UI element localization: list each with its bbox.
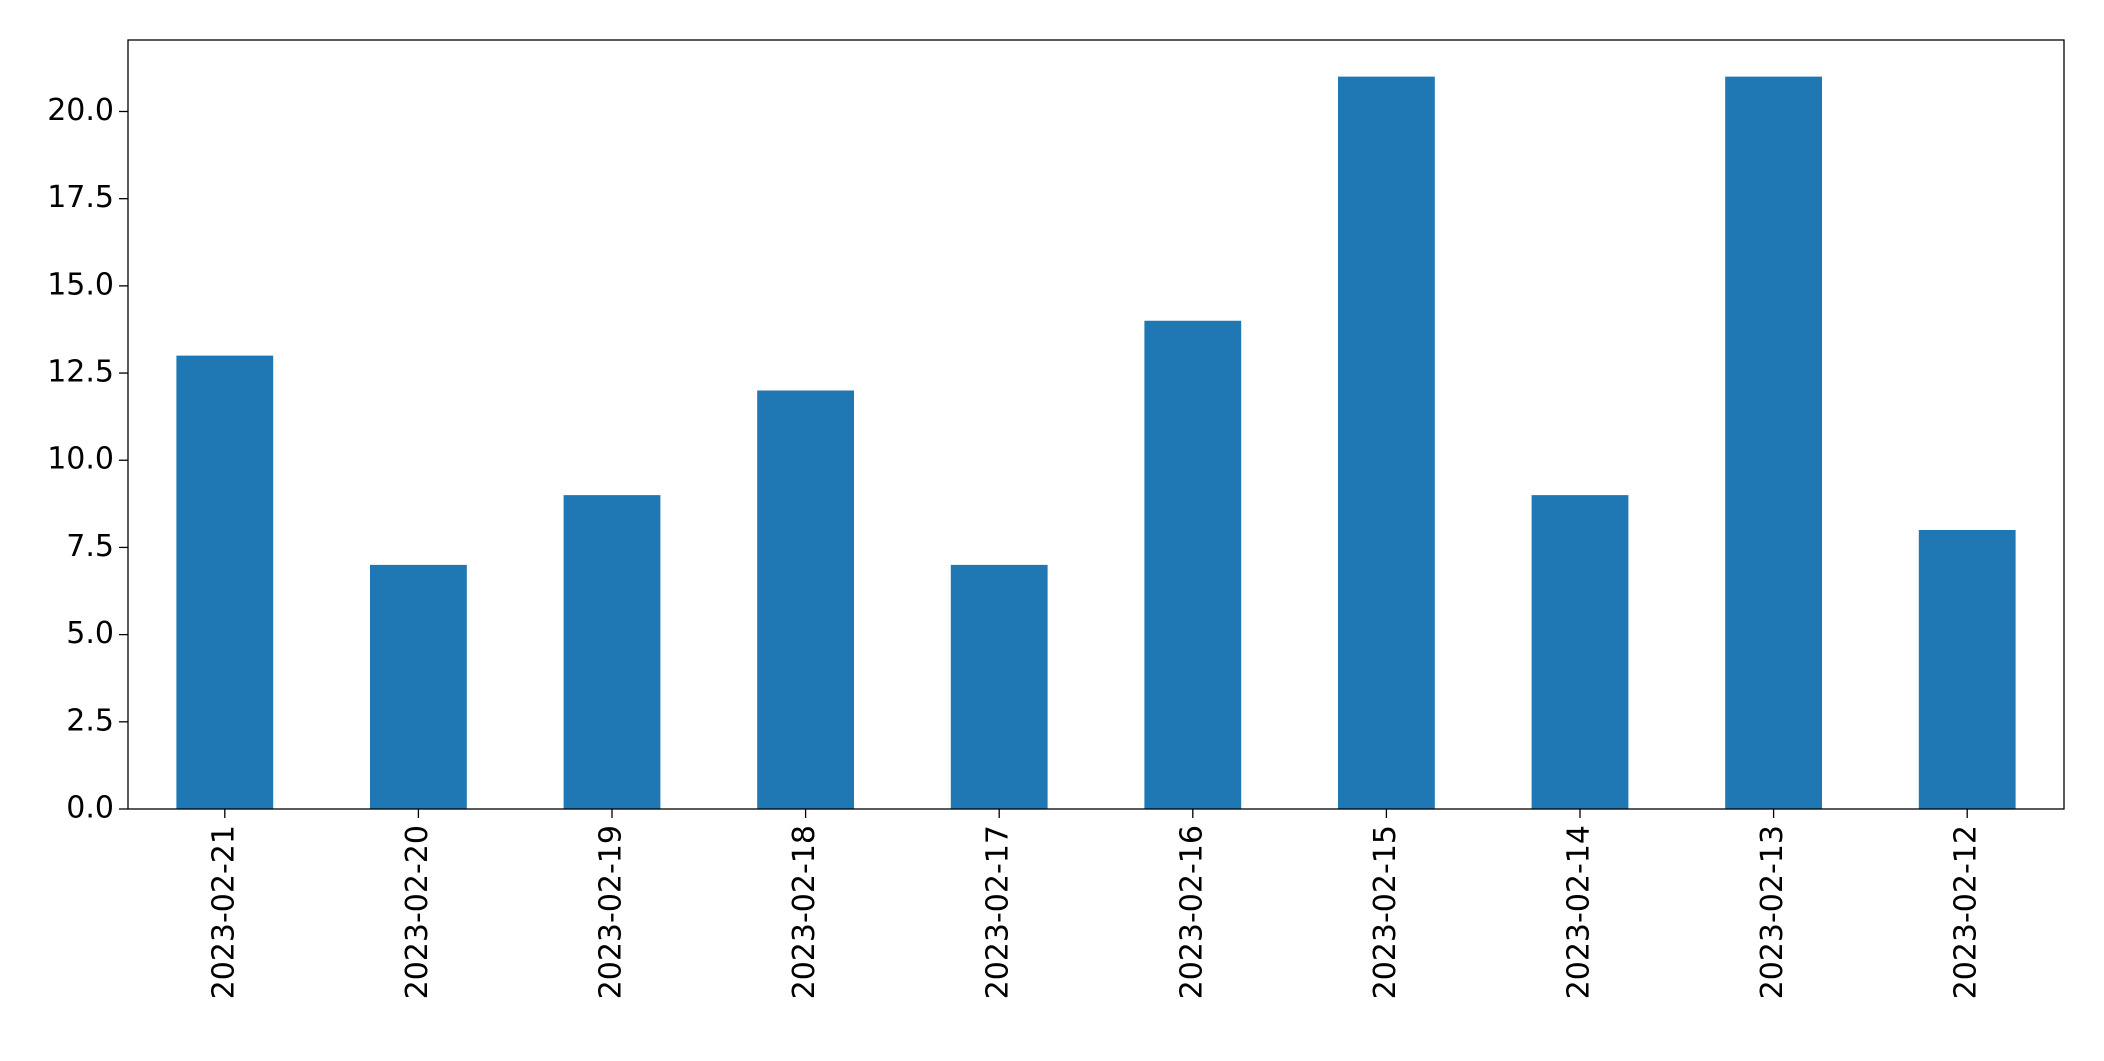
bar: [176, 355, 274, 809]
bar: [950, 564, 1048, 809]
x-tick-label: 2023-02-12: [1949, 825, 1984, 999]
y-tick-label: 17.5: [47, 180, 114, 215]
y-tick-label: 15.0: [47, 267, 114, 302]
x-tick-label: 2023-02-17: [981, 825, 1016, 999]
bar: [563, 495, 661, 809]
x-tick-label: 2023-02-20: [400, 825, 435, 999]
bar: [757, 390, 854, 809]
y-tick-label: 10.0: [47, 442, 114, 477]
y-tick-label: 20.0: [47, 93, 114, 128]
x-tick-label: 2023-02-18: [787, 825, 822, 999]
bar: [1338, 76, 1435, 810]
plot-frame: [127, 39, 2065, 810]
bar: [1144, 320, 1242, 809]
y-tick-label: 0.0: [66, 791, 114, 826]
x-tick-label: 2023-02-14: [1562, 825, 1597, 999]
y-tick-label: 7.5: [66, 529, 114, 564]
x-tick-label: 2023-02-15: [1368, 825, 1403, 999]
y-tick-label: 5.0: [66, 616, 114, 651]
x-tick-label: 2023-02-21: [206, 825, 241, 999]
y-tick-label: 2.5: [66, 703, 114, 738]
bar: [370, 564, 467, 809]
bar: [1725, 76, 1822, 810]
x-tick-label: 2023-02-16: [1174, 825, 1209, 999]
bar: [1918, 529, 2016, 809]
y-tick-label: 12.5: [47, 355, 114, 390]
x-tick-label: 2023-02-13: [1755, 825, 1790, 999]
x-tick-label: 2023-02-19: [594, 825, 629, 999]
bar: [1531, 495, 1629, 809]
